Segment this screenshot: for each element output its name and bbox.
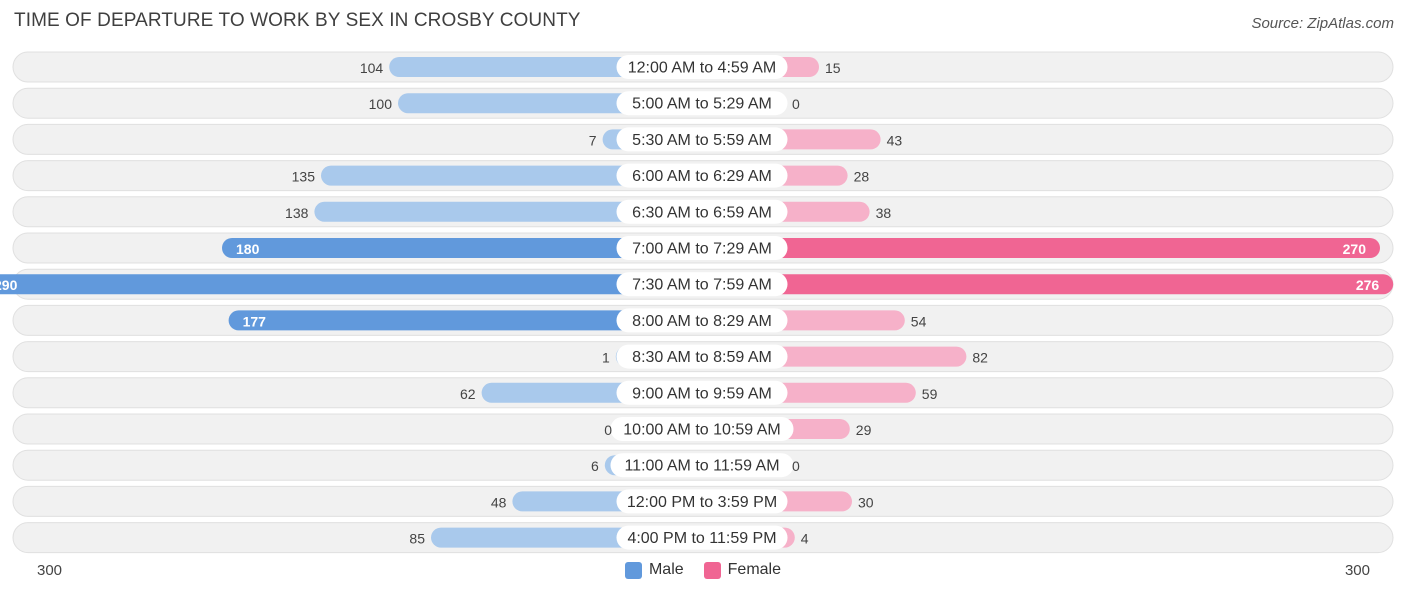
category-label: 8:00 AM to 8:29 AM [632, 313, 772, 330]
female-value-label: 0 [792, 458, 800, 474]
category-label: 7:30 AM to 7:59 AM [632, 277, 772, 294]
female-bar [702, 238, 1380, 258]
category-label-bg [616, 344, 788, 369]
category-label: 4:00 PM to 11:59 PM [627, 530, 776, 547]
legend-label-male: Male [648, 561, 684, 578]
legend-swatch-female [703, 561, 721, 579]
male-value-label: 100 [369, 96, 393, 112]
category-label-bg [616, 199, 788, 224]
category-label-bg [616, 308, 788, 333]
female-value-label: 38 [876, 205, 892, 221]
male-value-label: 177 [243, 313, 267, 329]
female-value-label: 270 [1343, 241, 1367, 257]
male-value-label: 138 [285, 205, 309, 221]
male-value-label: 48 [491, 494, 507, 510]
female-value-label: 0 [792, 96, 800, 112]
male-value-label: 62 [460, 386, 476, 402]
category-label: 9:00 AM to 9:59 AM [632, 385, 772, 402]
female-value-label: 15 [825, 60, 841, 76]
category-label: 12:00 AM to 4:59 AM [628, 60, 777, 77]
category-label-bg [616, 380, 788, 405]
legend-swatch-male [624, 561, 642, 579]
category-label: 10:00 AM to 10:59 AM [623, 422, 780, 439]
legend: Male Female [0, 561, 1406, 579]
male-value-label: 104 [360, 60, 384, 76]
source-credit: Source: ZipAtlas.com [1251, 15, 1394, 32]
male-value-label: 0 [604, 422, 612, 438]
category-label-bg [610, 417, 794, 441]
legend-item-male: Male [624, 561, 684, 579]
category-label-bg [616, 489, 788, 514]
category-label: 7:00 AM to 7:29 AM [632, 241, 772, 258]
chart-title: TIME OF DEPARTURE TO WORK BY SEX IN CROS… [14, 10, 581, 31]
female-value-label: 29 [856, 422, 872, 438]
female-value-label: 54 [911, 313, 927, 329]
legend-label-female: Female [727, 561, 782, 578]
category-label: 6:00 AM to 6:29 AM [632, 168, 772, 185]
category-label: 8:30 AM to 8:59 AM [632, 349, 772, 366]
female-bar [702, 274, 1394, 295]
category-label: 5:00 AM to 5:29 AM [632, 96, 772, 113]
male-bar [321, 165, 702, 186]
category-label: 11:00 AM to 11:59 AM [624, 458, 779, 475]
category-label-bg [616, 525, 788, 550]
male-bar [314, 201, 702, 222]
axis-right-max-label: 300 [1344, 562, 1370, 579]
female-value-label: 28 [854, 169, 870, 185]
category-label: 5:30 AM to 5:59 AM [632, 132, 772, 149]
category-label-bg [616, 272, 788, 297]
legend-item-female: Female [703, 561, 782, 579]
male-value-label: 135 [292, 169, 316, 185]
category-label: 6:30 AM to 6:59 AM [632, 204, 772, 221]
axis-left-max-label: 300 [37, 562, 63, 579]
male-value-label: 180 [236, 241, 260, 257]
male-value-label: 6 [591, 458, 599, 474]
male-value-label: 1 [602, 350, 610, 366]
category-label-bg [616, 236, 788, 260]
male-bar [222, 238, 702, 258]
female-value-label: 30 [858, 494, 874, 510]
male-bar [228, 310, 702, 331]
male-value-label: 290 [0, 277, 18, 293]
male-value-label: 7 [589, 132, 597, 148]
female-value-label: 82 [972, 350, 988, 366]
male-value-label: 85 [409, 531, 425, 547]
category-label-bg [610, 453, 794, 478]
category-label-bg [616, 91, 788, 116]
male-bar [0, 274, 702, 295]
female-value-label: 59 [922, 386, 938, 402]
female-value-label: 4 [801, 531, 809, 547]
category-label-bg [616, 163, 788, 188]
female-value-label: 276 [1356, 277, 1380, 293]
category-label-bg [616, 55, 788, 79]
category-label-bg [616, 127, 788, 152]
category-label: 12:00 PM to 3:59 PM [627, 494, 777, 511]
female-value-label: 43 [887, 132, 903, 148]
